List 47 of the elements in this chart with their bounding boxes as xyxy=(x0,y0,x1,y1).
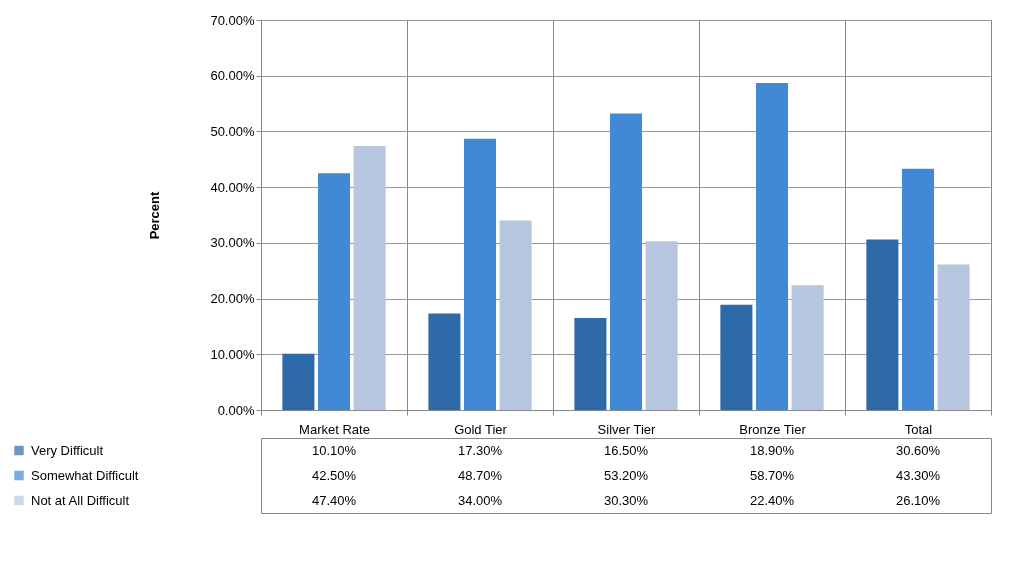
x-tick-label: Gold Tier xyxy=(454,421,508,437)
data-label: 53.20% xyxy=(603,467,649,483)
data-label: 47.40% xyxy=(311,492,357,508)
data-label: 18.90% xyxy=(749,442,795,458)
y-tick-label: 30.00% xyxy=(210,235,255,251)
y-tick-label: 20.00% xyxy=(210,291,255,307)
x-tick-label: Total xyxy=(904,421,933,437)
bar xyxy=(574,318,607,410)
bar xyxy=(282,353,315,410)
bar xyxy=(499,220,532,410)
bar xyxy=(937,264,970,410)
data-label: 58.70% xyxy=(749,467,795,483)
bar xyxy=(609,113,643,410)
legend-label: Somewhat Difficult xyxy=(31,467,139,483)
x-tick-label: Silver Tier xyxy=(597,421,657,437)
x-tick-label: Market Rate xyxy=(299,421,370,437)
data-label: 30.60% xyxy=(895,442,941,458)
bar xyxy=(317,173,351,410)
bar xyxy=(791,285,824,410)
bar xyxy=(755,82,789,410)
data-label: 16.50% xyxy=(603,442,649,458)
y-tick-label: 40.00% xyxy=(210,179,255,195)
bar xyxy=(720,304,753,410)
data-label: 10.10% xyxy=(311,442,357,458)
y-tick-label: 70.00% xyxy=(210,12,255,28)
bar xyxy=(901,168,935,410)
y-tick-label: 60.00% xyxy=(210,68,255,84)
x-tick-label: Bronze Tier xyxy=(739,421,807,437)
bar xyxy=(428,313,461,410)
data-label: 22.40% xyxy=(749,492,795,508)
y-tick-label: 0.00% xyxy=(217,402,255,418)
bar xyxy=(463,138,497,410)
y-tick-label: 10.00% xyxy=(210,346,255,362)
data-label: 43.30% xyxy=(895,467,941,483)
y-tick-label: 50.00% xyxy=(210,123,255,139)
data-label: 34.00% xyxy=(457,492,503,508)
data-label: 42.50% xyxy=(311,467,357,483)
data-label: 26.10% xyxy=(895,492,941,508)
data-label: 48.70% xyxy=(457,467,503,483)
data-label: 17.30% xyxy=(457,442,503,458)
legend-label: Not at All Difficult xyxy=(31,492,130,508)
legend-label: Very Difficult xyxy=(31,442,104,458)
bar xyxy=(645,241,678,410)
bar xyxy=(866,239,899,410)
data-label: 30.30% xyxy=(603,492,649,508)
bar xyxy=(353,145,386,410)
y-axis-title: Percent xyxy=(146,190,162,240)
